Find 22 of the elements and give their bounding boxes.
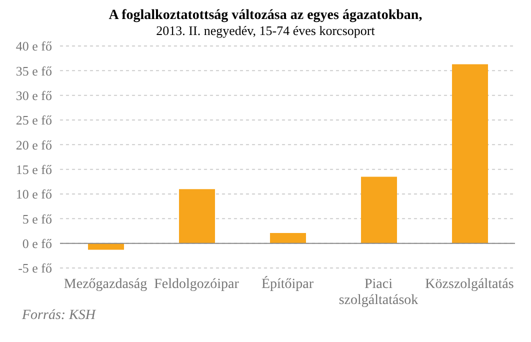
bar [270, 232, 306, 244]
x-tick-label: Építőipar [261, 275, 314, 292]
y-tick-label: 10 e fő [16, 186, 52, 202]
y-tick-label: -5 e fő [18, 260, 52, 276]
bar [361, 176, 397, 244]
x-tick-label: Közszolgáltatás [425, 277, 514, 292]
y-tick-label: 0 e fő [22, 236, 52, 251]
y-tick-label: 15 e fő [16, 162, 52, 177]
chart-title: A foglalkoztatottság változása az egyes ágazatokban, [108, 8, 424, 23]
y-tick-label: 40 e fő [16, 38, 52, 54]
bar [452, 64, 488, 244]
chart-subtitle: 2013. II. negyedév, 15-74 éves korcsoport [155, 23, 376, 38]
y-tick-label: 35 e fő [16, 63, 52, 78]
x-tick-label: Piaci szolgáltatások [338, 277, 418, 308]
y-tick-label: 20 e fő [16, 137, 52, 152]
y-tick-label: 25 e fő [16, 112, 52, 128]
y-tick-label: 30 e fő [16, 88, 52, 103]
x-tick-label: Feldolgozóipar [154, 277, 240, 292]
x-tick-label: Mezőgazdaság [64, 277, 148, 292]
text: Forrás: KSH [22, 308, 97, 324]
bar [179, 189, 215, 244]
y-tick-label: 5 e fő [22, 211, 52, 226]
